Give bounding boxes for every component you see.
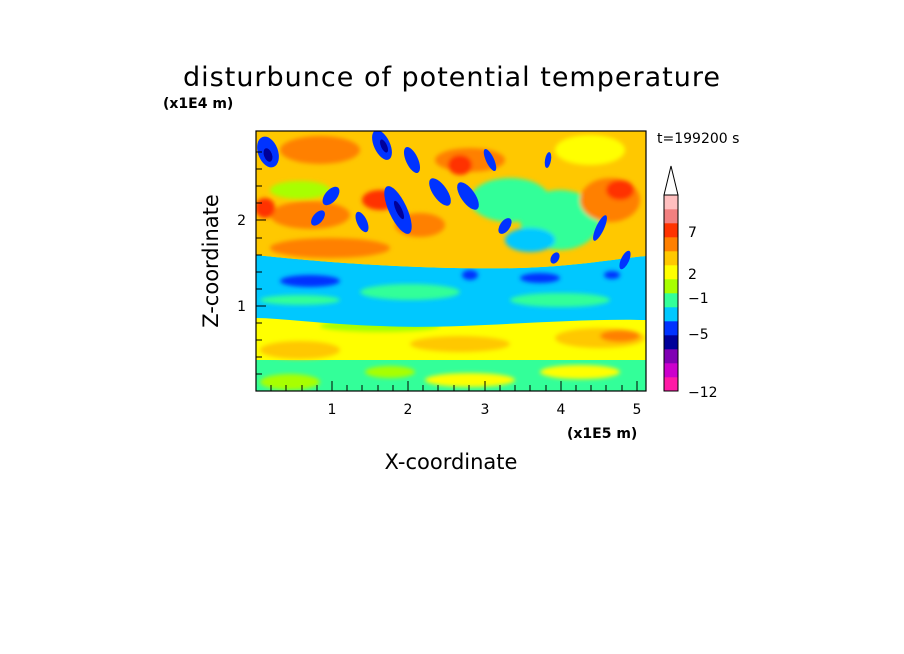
x-tick-label: 5 (633, 402, 642, 418)
x-axis-label: X-coordinate (385, 450, 518, 474)
y-tick-label: 1 (237, 299, 246, 315)
y-axis-label: Z-coordinate (199, 194, 223, 328)
colorbar-swatch (664, 349, 678, 364)
colorbar-swatch (664, 195, 678, 210)
y-tick-label: 2 (237, 213, 246, 229)
colorbar-swatch (664, 223, 678, 238)
colorbar-swatch (664, 279, 678, 294)
y-tick-labels: 1 2 (237, 213, 246, 315)
heatmap-field (256, 131, 646, 391)
time-annotation: t=199200 s (657, 131, 739, 147)
colorbar-swatch (664, 363, 678, 378)
colorbar-frame (663, 194, 679, 392)
chart-title: disturbunce of potential temperature (183, 62, 721, 93)
colorbar-swatch (664, 307, 678, 322)
colorbar-extend-arrow (663, 165, 679, 196)
colorbar-swatch (664, 335, 678, 350)
colorbar-label: −12 (688, 385, 718, 401)
colorbar-swatch (664, 377, 678, 392)
colorbar-label: −1 (688, 291, 709, 307)
colorbar: 7 2 −1 −5 −12 (663, 165, 718, 401)
colorbar-label: −5 (688, 327, 709, 343)
x-tick-label: 2 (404, 402, 413, 418)
colorbar-label: 7 (688, 225, 697, 241)
colorbar-swatches (664, 195, 678, 392)
colorbar-label: 2 (688, 267, 697, 283)
x-tick-label: 4 (557, 402, 566, 418)
x-tick-labels: 1 2 3 4 5 (328, 402, 642, 418)
y-multiplier-label: (x1E4 m) (163, 96, 233, 112)
plot-frame (255, 130, 647, 392)
x-tick-label: 3 (481, 402, 490, 418)
x-multiplier-label: (x1E5 m) (567, 426, 637, 442)
colorbar-swatch (664, 321, 678, 336)
x-axis-ticks (270, 381, 638, 391)
y-axis-ticks (256, 151, 266, 375)
plot-area (256, 131, 646, 391)
colorbar-swatch (664, 237, 678, 252)
colorbar-swatch (664, 251, 678, 266)
x-tick-label: 1 (328, 402, 337, 418)
colorbar-swatch (664, 209, 678, 224)
colorbar-swatch (664, 293, 678, 308)
colorbar-swatch (664, 265, 678, 280)
